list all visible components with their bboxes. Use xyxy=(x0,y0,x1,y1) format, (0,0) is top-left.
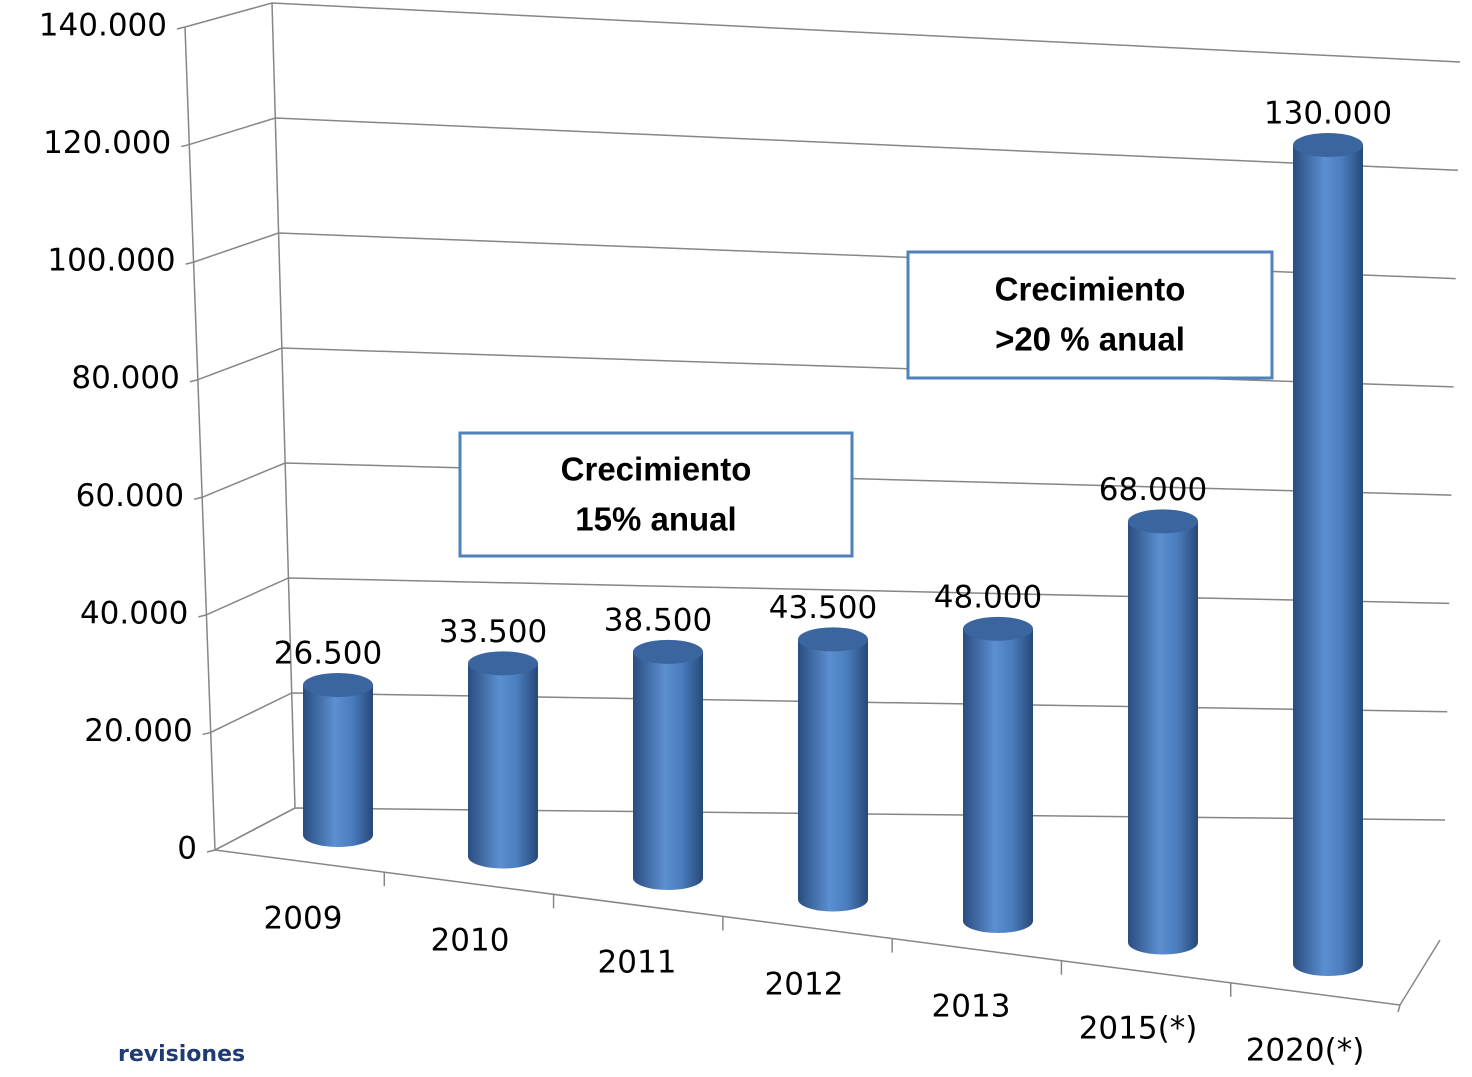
footnote: revisiones xyxy=(118,1042,245,1067)
value-label: 33.500 xyxy=(439,614,547,650)
y-tick-label: 60.000 xyxy=(76,478,184,514)
bar xyxy=(1128,521,1198,955)
x-tick-label: 2012 xyxy=(765,967,844,1003)
grid-line xyxy=(214,807,1446,851)
x-tick-label: 2013 xyxy=(932,989,1011,1025)
annotation-box xyxy=(906,250,1274,380)
y-tick-label: 100.000 xyxy=(47,243,175,279)
bar xyxy=(303,685,373,847)
y-tick xyxy=(189,378,199,383)
grid-line xyxy=(210,692,1448,734)
y-tick xyxy=(206,849,216,853)
value-label: 68.000 xyxy=(1099,472,1207,508)
bar xyxy=(963,628,1033,933)
y-tick xyxy=(198,614,207,618)
bar-top xyxy=(468,651,538,676)
annotation: Crecimiento xyxy=(995,271,1186,308)
x-tick-label: 2015(*) xyxy=(1079,1011,1198,1047)
bar-top xyxy=(303,673,373,698)
grid-line xyxy=(189,117,1458,172)
y-tick-label: 0 xyxy=(177,831,197,867)
bar-top xyxy=(963,616,1033,641)
annotation: Crecimiento xyxy=(561,451,752,488)
back-edge xyxy=(271,2,296,809)
bar-top xyxy=(1128,509,1198,534)
grid-line xyxy=(201,462,1452,498)
y-tick xyxy=(176,26,186,30)
bar xyxy=(1293,145,1363,976)
x-tick-label: 2009 xyxy=(264,901,343,937)
value-label: 43.500 xyxy=(769,590,877,626)
x-tick-label: 2011 xyxy=(598,945,677,981)
y-tick-label: 80.000 xyxy=(71,360,179,396)
right-edge xyxy=(1397,1004,1401,1013)
grid-line xyxy=(206,577,1450,616)
y-tick-label: 120.000 xyxy=(43,125,171,161)
bar-top xyxy=(1293,133,1363,157)
bar xyxy=(468,663,538,869)
y-axis xyxy=(184,26,216,851)
y-tick xyxy=(202,731,211,736)
value-label: 38.500 xyxy=(604,602,712,638)
bar xyxy=(633,651,703,890)
grid-line xyxy=(184,2,1461,63)
bar-top xyxy=(633,639,703,664)
value-label: 130.000 xyxy=(1264,96,1392,132)
y-tick xyxy=(193,496,203,501)
y-tick-label: 140.000 xyxy=(39,8,167,44)
x-tick-label: 2010 xyxy=(431,923,510,959)
value-label: 48.000 xyxy=(934,579,1042,615)
y-tick-label: 20.000 xyxy=(84,713,192,749)
value-label: 26.500 xyxy=(274,636,382,672)
x-tick-label: 2020(*) xyxy=(1246,1033,1365,1069)
bar xyxy=(798,639,868,912)
annotation: >20 % anual xyxy=(995,321,1185,358)
y-tick xyxy=(185,261,194,265)
annotation: 15% anual xyxy=(575,501,736,538)
annotation-box xyxy=(458,431,854,558)
y-tick-label: 40.000 xyxy=(80,595,188,631)
bar-top xyxy=(798,627,868,652)
y-tick xyxy=(181,143,190,148)
